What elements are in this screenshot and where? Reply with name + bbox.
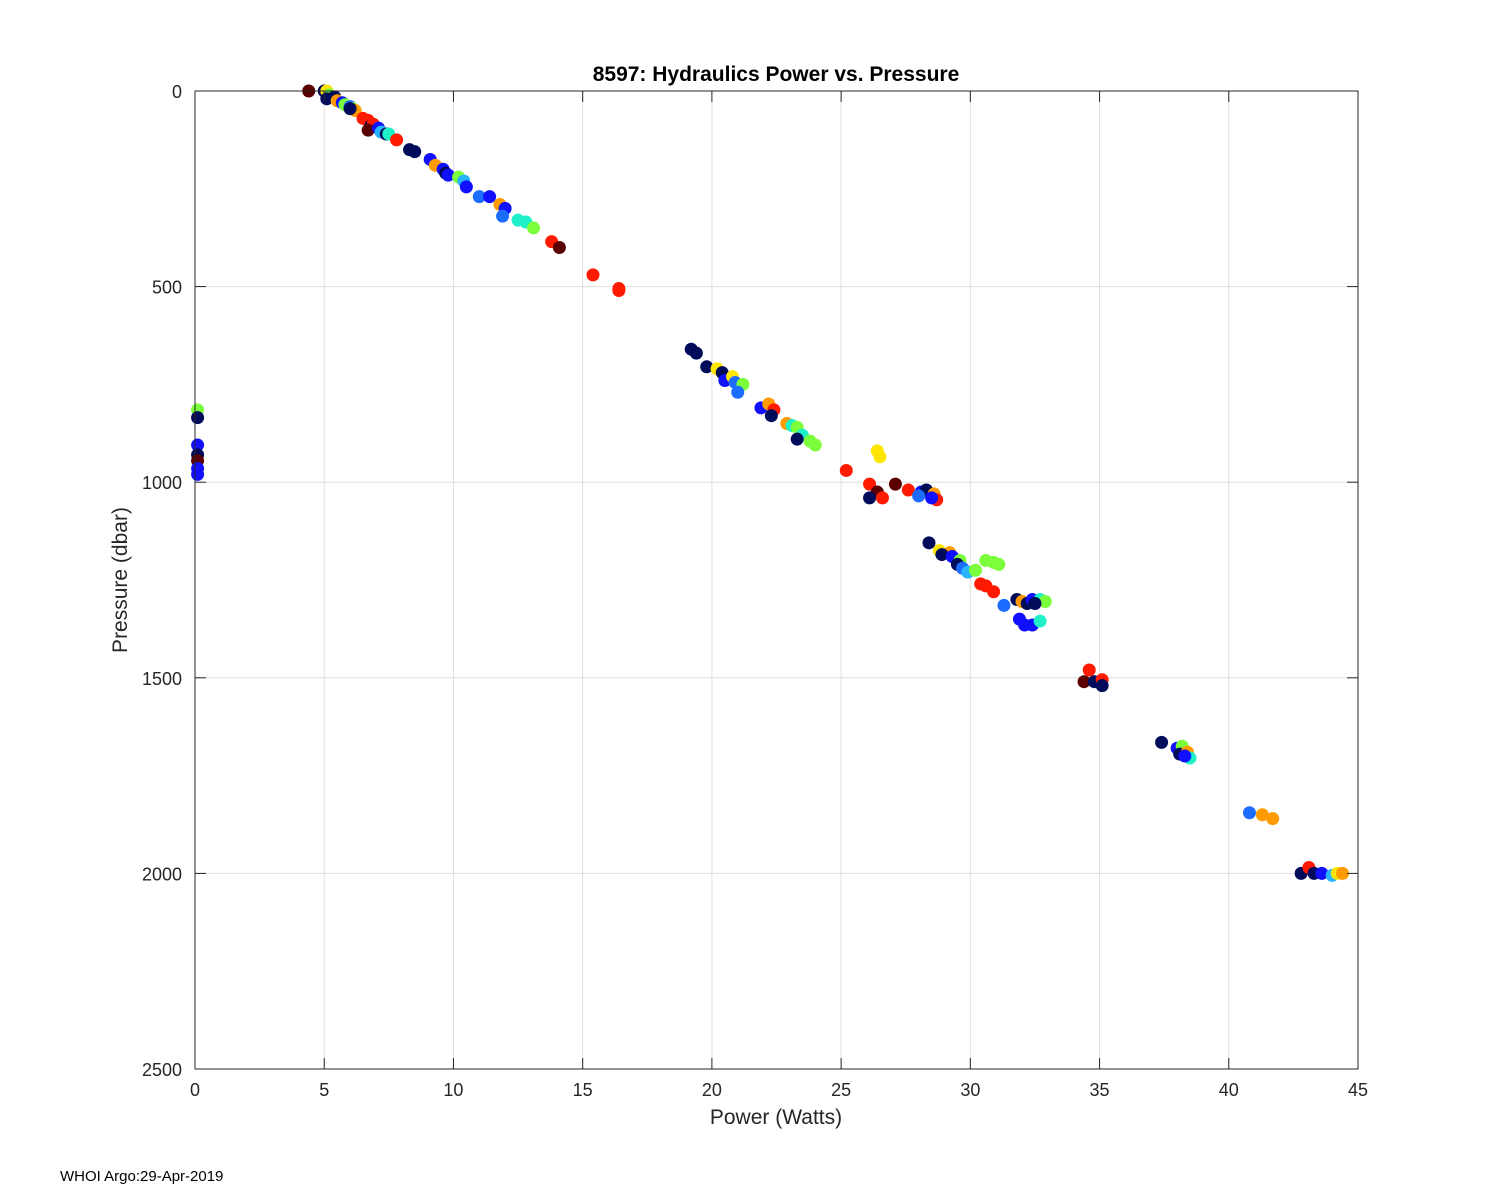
data-point: [496, 209, 510, 223]
data-point: [612, 284, 626, 298]
data-point: [689, 346, 703, 360]
data-point: [1033, 614, 1047, 628]
data-point: [459, 180, 473, 194]
data-point: [191, 467, 205, 481]
data-point: [764, 409, 778, 423]
data-point: [191, 438, 205, 452]
data-point: [586, 268, 600, 282]
x-tick-label: 25: [831, 1080, 851, 1100]
data-point: [969, 563, 983, 577]
data-point: [1242, 806, 1256, 820]
y-tick-label: 500: [152, 278, 182, 298]
y-tick-label: 1000: [142, 473, 182, 493]
x-tick-label: 35: [1090, 1080, 1110, 1100]
data-point: [1028, 596, 1042, 610]
data-point: [935, 548, 949, 562]
x-tick-label: 15: [573, 1080, 593, 1100]
data-point: [1082, 663, 1096, 677]
data-point: [361, 123, 375, 137]
data-point: [997, 598, 1011, 612]
data-point: [912, 489, 926, 503]
data-point: [731, 385, 745, 399]
x-tick-label: 45: [1348, 1080, 1368, 1100]
data-point: [390, 133, 404, 147]
data-point: [1178, 749, 1192, 763]
data-point: [888, 477, 902, 491]
y-tick-label: 1500: [142, 669, 182, 689]
data-point: [1077, 675, 1091, 689]
y-tick-label: 0: [172, 82, 182, 102]
x-tick-label: 10: [443, 1080, 463, 1100]
y-tick-label: 2500: [142, 1060, 182, 1080]
x-tick-label: 5: [319, 1080, 329, 1100]
data-point: [873, 450, 887, 464]
data-point: [901, 483, 915, 497]
data-point: [1038, 595, 1052, 609]
data-points: [191, 84, 1349, 882]
x-axis-label: Power (Watts): [710, 1106, 842, 1129]
data-point: [343, 102, 357, 116]
x-tick-label: 0: [190, 1080, 200, 1100]
plot-area: [195, 91, 1358, 1069]
data-point: [408, 145, 422, 159]
footer-stamp: WHOI Argo:29-Apr-2019: [60, 1168, 224, 1185]
data-point: [992, 557, 1006, 571]
data-point: [483, 190, 497, 204]
data-point: [320, 92, 334, 106]
plot-frame: [194, 90, 1359, 1070]
data-point: [863, 491, 877, 505]
data-point: [790, 432, 804, 446]
y-axis-label: Pressure (dbar): [109, 507, 132, 653]
data-point: [925, 491, 939, 505]
x-tick-label: 40: [1219, 1080, 1239, 1100]
data-point: [839, 463, 853, 477]
x-tick-label: 30: [960, 1080, 980, 1100]
data-point: [987, 585, 1001, 599]
chart-title: 8597: Hydraulics Power vs. Pressure: [593, 63, 960, 86]
data-point: [1335, 866, 1349, 880]
data-point: [472, 190, 486, 204]
x-tick-label: 20: [702, 1080, 722, 1100]
data-point: [441, 168, 455, 182]
data-point: [527, 221, 541, 235]
data-point: [922, 536, 936, 550]
data-point: [1255, 808, 1269, 822]
ticks: 0 5 10 15 20 25 30 35 40 45 0 500 1000 1500 2000 2500: [142, 82, 1368, 1100]
data-point: [552, 240, 566, 254]
y-tick-label: 2000: [142, 864, 182, 884]
data-point: [875, 491, 889, 505]
data-point: [1095, 679, 1109, 693]
data-point: [1266, 812, 1280, 826]
data-point: [191, 411, 205, 425]
data-point: [700, 360, 714, 374]
data-point: [1315, 866, 1329, 880]
data-point: [808, 438, 822, 452]
data-point: [1155, 735, 1169, 749]
